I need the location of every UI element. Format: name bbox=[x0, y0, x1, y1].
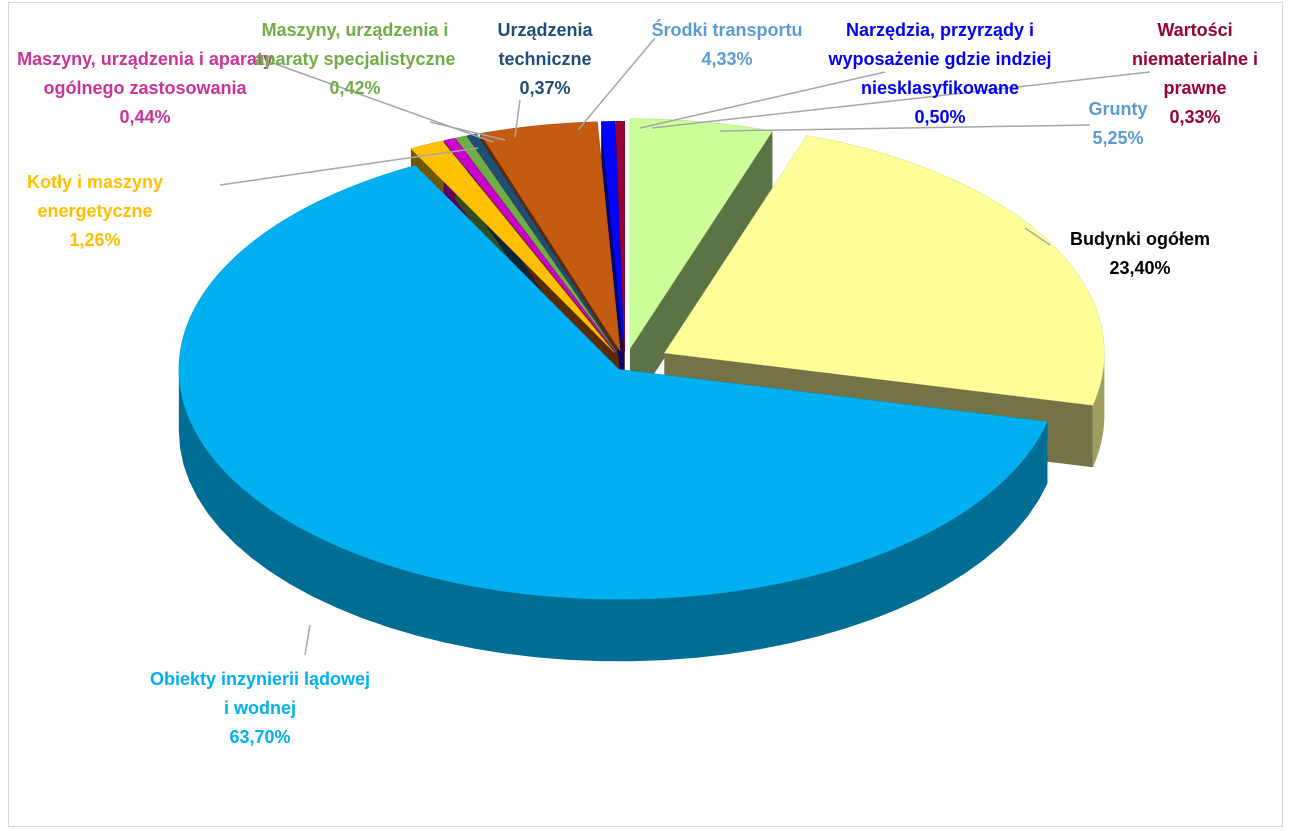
value-label: 0,33% bbox=[1169, 107, 1221, 127]
category-label: Maszyny, urządzenia i aparaty specjalist… bbox=[254, 20, 456, 69]
data-label: Narzędzia, przyrządy i wyposażenie gdzie… bbox=[825, 16, 1055, 132]
leader-line bbox=[1024, 227, 1051, 246]
slice-side bbox=[1092, 353, 1105, 468]
slice-tops bbox=[178, 118, 1105, 600]
value-label: 0,42% bbox=[329, 78, 381, 98]
data-label: Budynki ogółem 23,40% bbox=[1050, 225, 1230, 283]
slice bbox=[663, 135, 1105, 406]
data-label: Grunty 5,25% bbox=[1078, 95, 1158, 153]
value-label: 0,50% bbox=[914, 107, 966, 127]
category-label: Urządzenia techniczne bbox=[497, 20, 593, 69]
slice bbox=[615, 121, 625, 352]
chart-border bbox=[8, 2, 1283, 827]
leader-line bbox=[304, 624, 311, 656]
data-label: Kotły i maszyny energetyczne 1,26% bbox=[0, 168, 195, 255]
value-label: 5,25% bbox=[1092, 128, 1144, 148]
value-label: 1,26% bbox=[69, 230, 121, 250]
leader-line bbox=[577, 37, 656, 131]
slice bbox=[443, 137, 616, 353]
value-label: 63,70% bbox=[229, 727, 291, 747]
leader-line bbox=[639, 71, 886, 129]
category-label: Kotły i maszyny energetyczne bbox=[26, 172, 164, 221]
leader-line bbox=[651, 71, 1151, 129]
data-label: Maszyny, urządzenia i aparaty ogólnego z… bbox=[15, 45, 275, 132]
category-label: Maszyny, urządzenia i aparaty ogólnego z… bbox=[17, 49, 273, 98]
value-label: 23,40% bbox=[1109, 258, 1171, 278]
value-label: 4,33% bbox=[701, 49, 753, 69]
category-label: Obiekty inzynierii lądowej i wodnej bbox=[149, 669, 371, 718]
leader-line bbox=[514, 99, 521, 138]
category-label: Wartości niematerialne i prawne bbox=[1131, 20, 1259, 98]
slice bbox=[178, 165, 1048, 600]
data-label: Maszyny, urządzenia i aparaty specjalist… bbox=[230, 16, 480, 103]
data-label: Urządzenia techniczne 0,37% bbox=[475, 16, 615, 103]
value-label: 0,44% bbox=[119, 107, 171, 127]
slice-wall bbox=[629, 131, 773, 411]
category-label: Budynki ogółem bbox=[1069, 229, 1210, 249]
category-label: Grunty bbox=[1088, 99, 1148, 119]
data-label: Wartości niematerialne i prawne 0,33% bbox=[1120, 16, 1270, 132]
leader-line bbox=[219, 147, 479, 186]
leader-line bbox=[429, 121, 506, 141]
category-label: Środki transportu bbox=[651, 20, 803, 40]
data-label: Obiekty inzynierii lądowej i wodnej 63,70… bbox=[145, 665, 375, 752]
data-label: Środki transportu 4,33% bbox=[627, 16, 827, 74]
slice-side bbox=[178, 369, 1048, 662]
value-label: 0,37% bbox=[519, 78, 571, 98]
slice bbox=[600, 121, 625, 352]
leader-line bbox=[719, 124, 1091, 132]
category-label: Narzędzia, przyrządy i wyposażenie gdzie… bbox=[828, 20, 1052, 98]
slice bbox=[410, 140, 615, 353]
slice bbox=[455, 135, 617, 353]
